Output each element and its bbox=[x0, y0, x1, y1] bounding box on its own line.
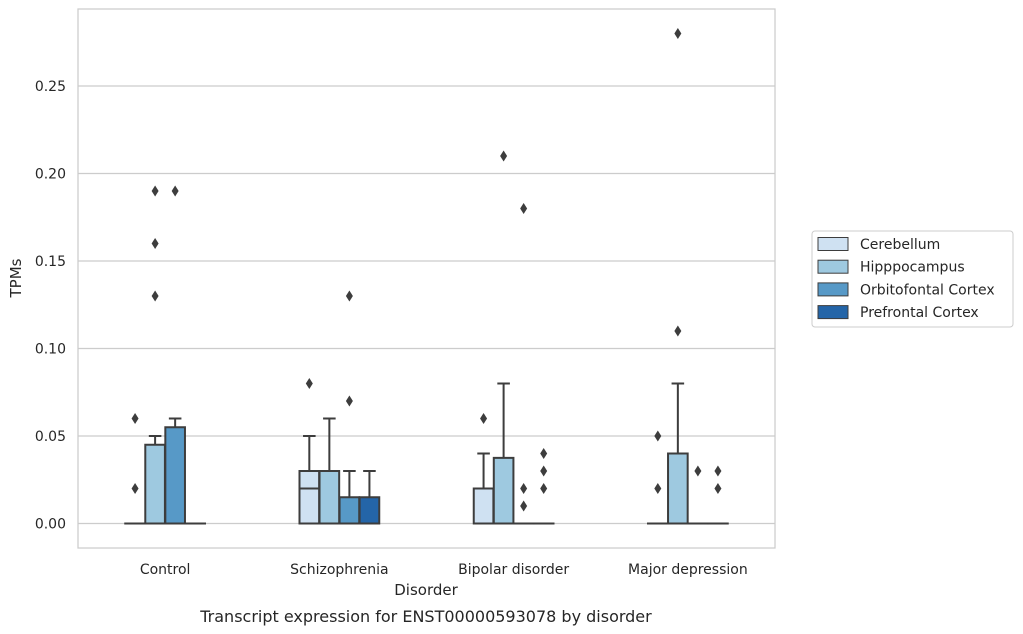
box-group bbox=[646, 430, 669, 525]
box-group bbox=[164, 185, 186, 525]
box-group bbox=[124, 413, 146, 525]
box bbox=[492, 456, 515, 525]
outlier-point bbox=[714, 465, 722, 477]
outlier-point bbox=[674, 28, 682, 39]
x-tick-label: Major depression bbox=[628, 562, 748, 578]
outlier-point bbox=[151, 185, 159, 197]
x-tick-label: Control bbox=[140, 562, 191, 578]
y-tick-label: 0.10 bbox=[35, 342, 66, 358]
x-axis-title: Disorder bbox=[394, 581, 458, 599]
legend-label: Orbitofontal Cortex bbox=[860, 282, 995, 298]
box-group bbox=[512, 203, 535, 525]
box-group bbox=[298, 378, 321, 525]
legend-swatch bbox=[817, 259, 849, 274]
y-tick-label: 0.05 bbox=[35, 429, 66, 445]
box-group bbox=[358, 470, 381, 525]
box bbox=[667, 452, 689, 525]
outlier-point bbox=[151, 238, 159, 249]
box-group bbox=[707, 465, 729, 525]
legend-label: Prefrontal Cortex bbox=[860, 305, 979, 321]
legend-swatch bbox=[817, 237, 849, 251]
y-axis-title: TPMs bbox=[7, 258, 25, 298]
outlier-point bbox=[520, 203, 528, 214]
outlier-point bbox=[694, 465, 702, 477]
outlier-point bbox=[500, 150, 508, 162]
box bbox=[358, 496, 381, 525]
box-group bbox=[687, 465, 709, 525]
outlier-point bbox=[714, 483, 722, 494]
outlier-point bbox=[654, 430, 662, 442]
box bbox=[144, 443, 166, 525]
legend-label: Cerebellum bbox=[860, 237, 940, 253]
outlier-point bbox=[540, 483, 548, 494]
y-tick-labels: 0.00 0.05 0.10 0.15 0.20 0.25 bbox=[35, 79, 66, 533]
x-tick-label: Schizophrenia bbox=[290, 562, 388, 578]
box bbox=[338, 496, 361, 525]
legend: Cerebellum Hipppocampus Orbitofontal Corte… bbox=[811, 230, 1014, 328]
box-group bbox=[472, 413, 495, 525]
legend-swatch bbox=[817, 305, 849, 320]
y-tick-label: 0.25 bbox=[35, 79, 66, 95]
chart-caption: Transcript expression for ENST0000059307… bbox=[199, 607, 652, 626]
box bbox=[318, 470, 341, 525]
box-group bbox=[318, 417, 341, 525]
outlier-point bbox=[345, 395, 353, 407]
box-group bbox=[532, 448, 555, 525]
box-group bbox=[492, 150, 515, 525]
box bbox=[472, 487, 495, 525]
outlier-point bbox=[480, 413, 488, 424]
box bbox=[298, 470, 321, 525]
y-tick-label: 0.20 bbox=[35, 167, 66, 183]
outlier-point bbox=[131, 483, 139, 494]
outlier-point bbox=[654, 483, 662, 494]
outlier-point bbox=[345, 290, 353, 302]
outlier-point bbox=[540, 448, 548, 459]
y-tick-label: 0.15 bbox=[35, 254, 66, 270]
outlier-point bbox=[520, 500, 528, 512]
box bbox=[164, 426, 186, 525]
x-tick-label: Bipolar disorder bbox=[458, 562, 569, 578]
y-tick-label: 0.00 bbox=[35, 517, 66, 533]
box-group bbox=[667, 28, 689, 525]
box-group bbox=[338, 290, 361, 525]
outlier-point bbox=[305, 378, 313, 389]
x-tick-labels: Control Schizophrenia Bipolar disorder Majo… bbox=[140, 562, 748, 578]
outlier-point bbox=[151, 290, 159, 302]
outlier-point bbox=[520, 483, 528, 494]
outlier-point bbox=[540, 465, 548, 477]
outlier-point bbox=[674, 325, 682, 337]
outlier-point bbox=[171, 185, 179, 197]
plot-area-frame bbox=[77, 8, 776, 549]
box-group bbox=[144, 185, 166, 525]
outlier-point bbox=[131, 413, 139, 424]
legend-frame bbox=[811, 230, 1014, 328]
legend-swatch bbox=[817, 282, 849, 297]
legend-label: Hipppocampus bbox=[860, 260, 965, 276]
box-layer bbox=[124, 28, 729, 525]
